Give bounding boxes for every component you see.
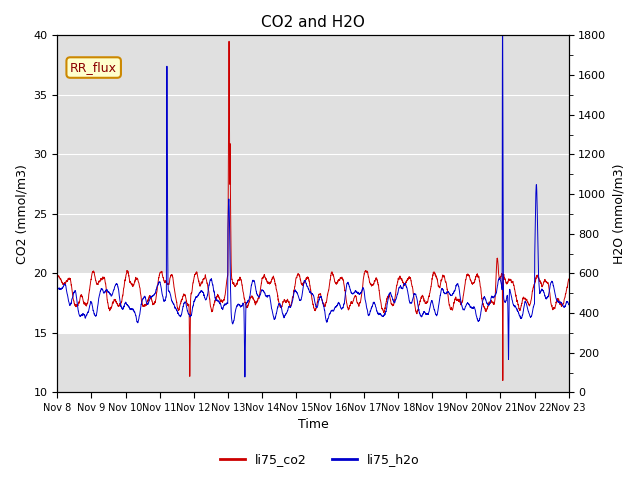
- Title: CO2 and H2O: CO2 and H2O: [261, 15, 365, 30]
- Legend: li75_co2, li75_h2o: li75_co2, li75_h2o: [215, 448, 425, 471]
- Text: RR_flux: RR_flux: [70, 61, 117, 74]
- Y-axis label: H2O (mmol/m3): H2O (mmol/m3): [612, 164, 625, 264]
- X-axis label: Time: Time: [298, 419, 328, 432]
- Y-axis label: CO2 (mmol/m3): CO2 (mmol/m3): [15, 164, 28, 264]
- Bar: [58, 274, 568, 333]
